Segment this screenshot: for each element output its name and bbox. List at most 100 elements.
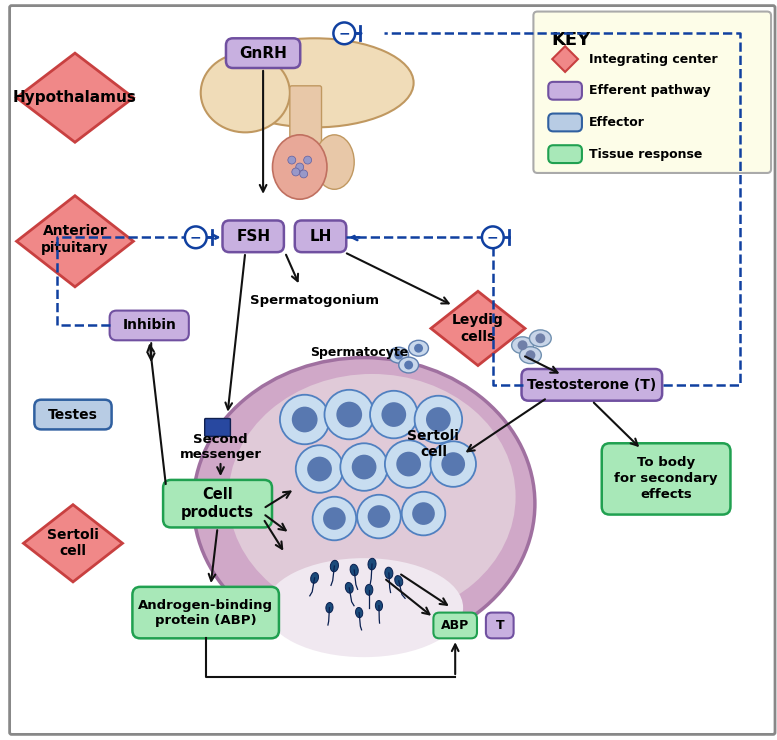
Ellipse shape	[365, 585, 373, 595]
Text: Efferent pathway: Efferent pathway	[589, 84, 710, 97]
Text: Leydig
cells: Leydig cells	[452, 313, 503, 343]
Circle shape	[333, 22, 355, 44]
Circle shape	[357, 495, 401, 538]
Text: Spermatogonium: Spermatogonium	[250, 295, 379, 307]
FancyBboxPatch shape	[222, 221, 284, 252]
Circle shape	[287, 156, 296, 164]
FancyBboxPatch shape	[204, 419, 231, 437]
FancyBboxPatch shape	[34, 400, 112, 429]
Circle shape	[385, 440, 433, 488]
Text: Cell
products: Cell products	[181, 488, 254, 520]
Circle shape	[415, 396, 462, 443]
Circle shape	[414, 344, 423, 353]
FancyBboxPatch shape	[110, 311, 189, 340]
FancyBboxPatch shape	[434, 613, 477, 639]
Circle shape	[517, 340, 528, 350]
Text: Testes: Testes	[48, 408, 98, 422]
Circle shape	[296, 445, 343, 493]
Text: Sertoli
cell: Sertoli cell	[407, 429, 459, 460]
Ellipse shape	[326, 602, 333, 613]
Circle shape	[382, 403, 406, 427]
Polygon shape	[23, 505, 123, 582]
Ellipse shape	[315, 135, 354, 189]
Ellipse shape	[228, 374, 516, 619]
Text: FSH: FSH	[236, 229, 270, 243]
Ellipse shape	[350, 565, 358, 576]
Ellipse shape	[375, 601, 382, 610]
Text: Testosterone (T): Testosterone (T)	[528, 378, 657, 392]
Ellipse shape	[529, 330, 551, 347]
Text: Second
messenger: Second messenger	[179, 433, 262, 461]
Text: KEY: KEY	[551, 31, 591, 50]
FancyBboxPatch shape	[290, 86, 322, 159]
Polygon shape	[552, 46, 578, 72]
Polygon shape	[16, 195, 134, 287]
Ellipse shape	[273, 135, 327, 199]
Circle shape	[325, 390, 374, 440]
Circle shape	[336, 402, 362, 428]
Circle shape	[296, 163, 304, 171]
FancyBboxPatch shape	[226, 38, 300, 68]
Ellipse shape	[511, 337, 534, 354]
Circle shape	[304, 156, 312, 164]
Circle shape	[482, 226, 503, 248]
FancyBboxPatch shape	[521, 369, 662, 400]
Circle shape	[402, 492, 445, 535]
Text: −: −	[487, 230, 499, 244]
Text: −: −	[190, 230, 201, 244]
Circle shape	[394, 351, 403, 360]
Ellipse shape	[395, 576, 402, 586]
Ellipse shape	[215, 38, 413, 127]
Circle shape	[312, 497, 356, 540]
Circle shape	[300, 170, 308, 178]
FancyBboxPatch shape	[549, 145, 582, 163]
Circle shape	[323, 507, 346, 530]
Ellipse shape	[193, 357, 535, 650]
FancyBboxPatch shape	[549, 113, 582, 132]
Text: Inhibin: Inhibin	[122, 318, 176, 332]
FancyBboxPatch shape	[601, 443, 730, 514]
Circle shape	[280, 394, 329, 444]
FancyBboxPatch shape	[486, 613, 514, 639]
FancyBboxPatch shape	[163, 480, 272, 528]
Text: Spermatocyte: Spermatocyte	[310, 346, 408, 359]
Ellipse shape	[200, 53, 290, 132]
Circle shape	[426, 407, 451, 432]
Circle shape	[370, 391, 417, 438]
Text: Sertoli
cell: Sertoli cell	[47, 528, 99, 559]
Text: LH: LH	[309, 229, 332, 243]
Circle shape	[441, 452, 465, 476]
Ellipse shape	[409, 340, 428, 356]
Circle shape	[404, 360, 413, 369]
Circle shape	[307, 457, 332, 482]
Ellipse shape	[265, 558, 463, 657]
Polygon shape	[16, 53, 134, 142]
FancyBboxPatch shape	[132, 587, 279, 639]
Circle shape	[430, 441, 476, 487]
Text: GnRH: GnRH	[239, 46, 287, 61]
Circle shape	[525, 350, 535, 360]
Circle shape	[396, 451, 421, 477]
Text: Tissue response: Tissue response	[589, 148, 702, 161]
Text: Anterior
pituitary: Anterior pituitary	[41, 223, 109, 255]
FancyBboxPatch shape	[294, 221, 347, 252]
Ellipse shape	[388, 347, 409, 363]
Circle shape	[292, 168, 300, 176]
Ellipse shape	[311, 573, 319, 583]
Ellipse shape	[368, 558, 376, 570]
Text: T: T	[496, 619, 504, 632]
Circle shape	[368, 505, 390, 528]
FancyBboxPatch shape	[549, 82, 582, 100]
Ellipse shape	[385, 567, 393, 579]
Ellipse shape	[399, 357, 419, 373]
Ellipse shape	[520, 347, 542, 363]
Text: ABP: ABP	[441, 619, 469, 632]
Ellipse shape	[330, 560, 339, 572]
Text: −: −	[339, 27, 350, 41]
Circle shape	[185, 226, 207, 248]
Text: Integrating center: Integrating center	[589, 53, 717, 66]
Circle shape	[535, 333, 545, 343]
Circle shape	[352, 454, 376, 480]
Ellipse shape	[345, 582, 354, 593]
FancyBboxPatch shape	[534, 12, 771, 173]
